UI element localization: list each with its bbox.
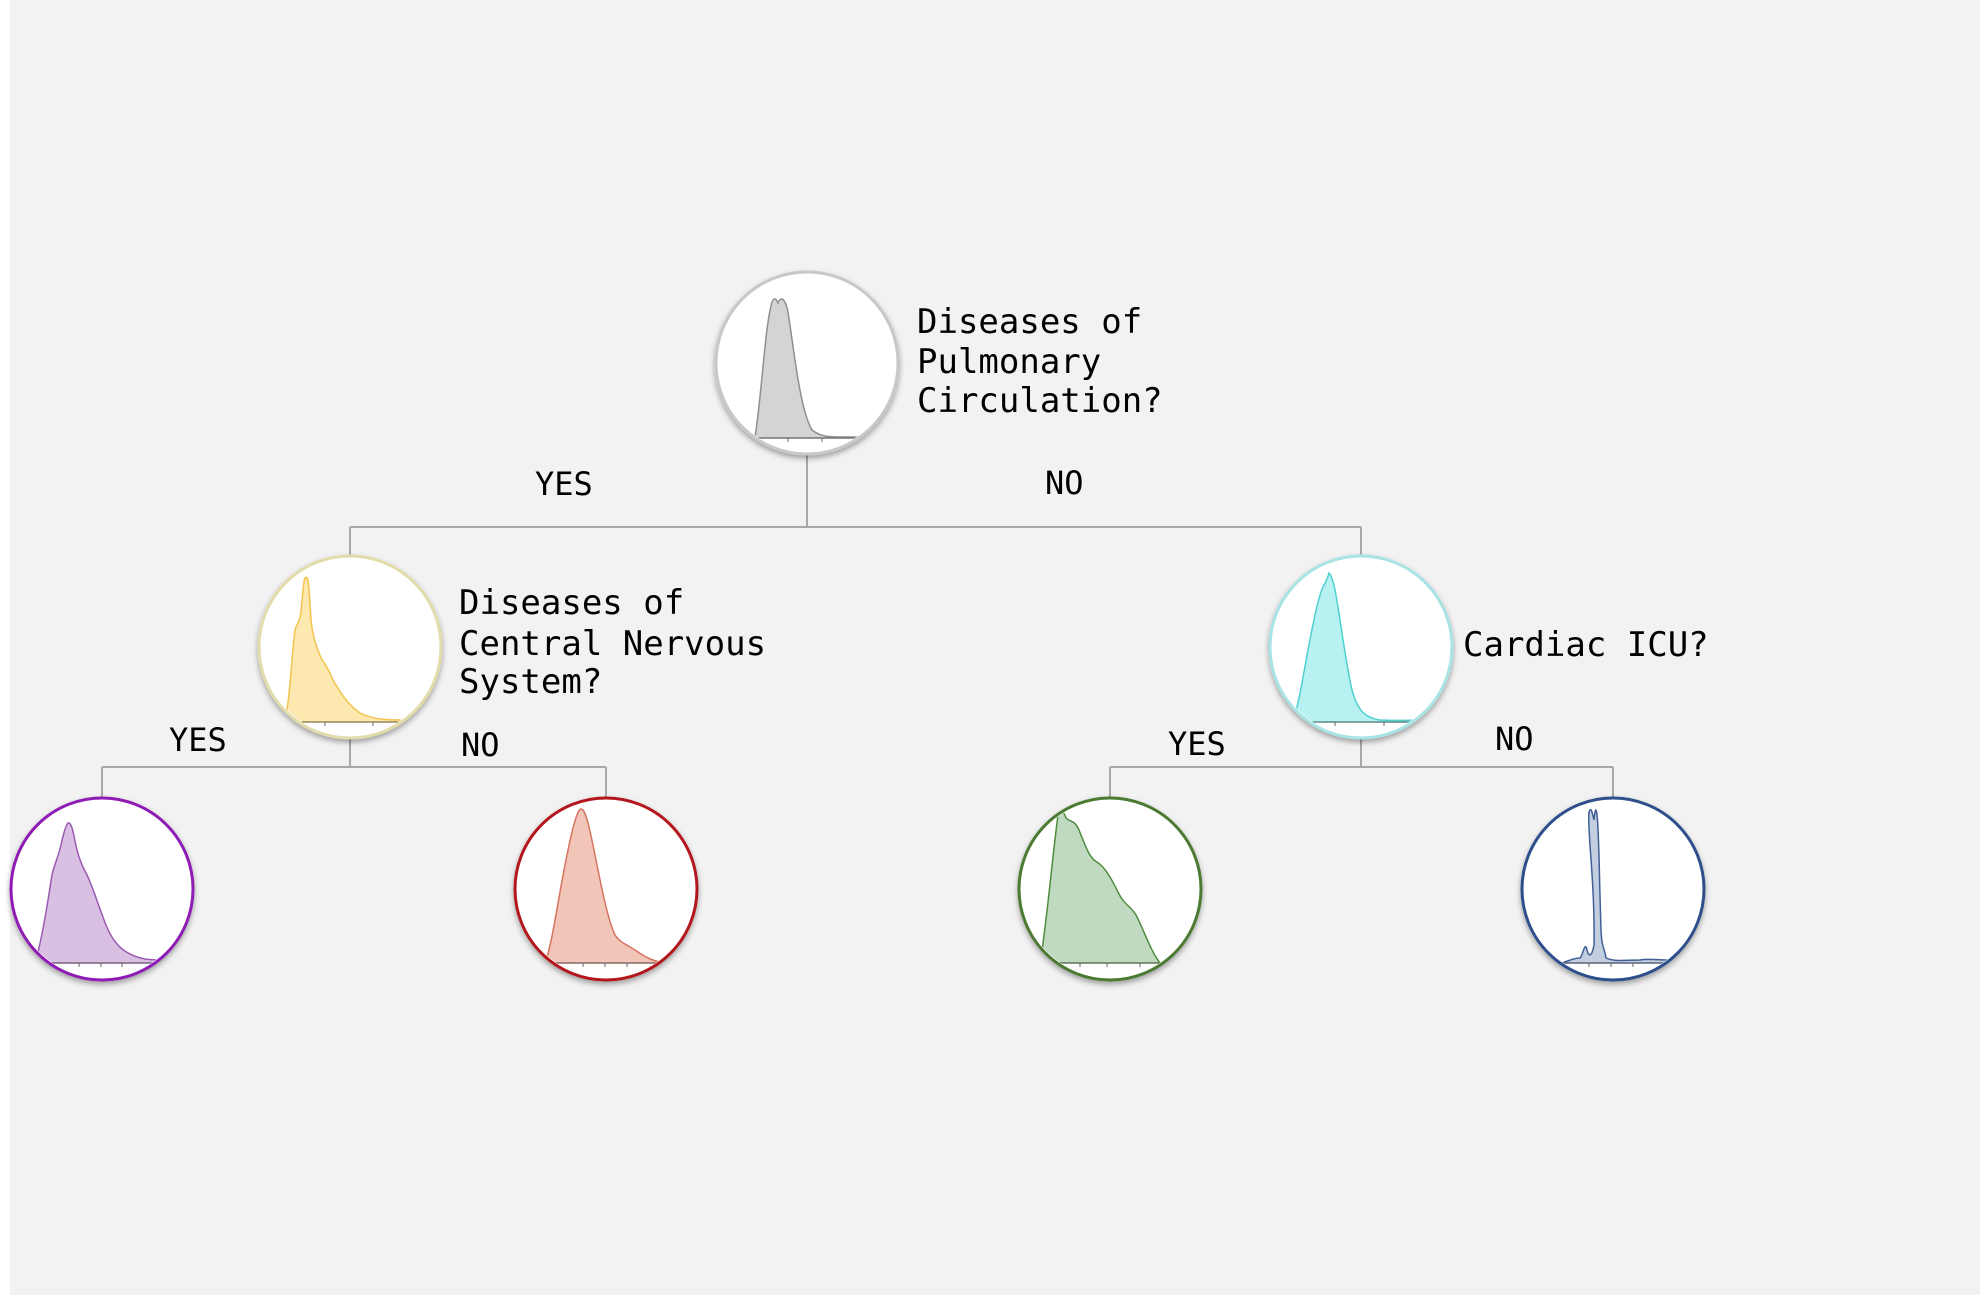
right-node[interactable]: Cardiac ICU? xyxy=(1268,554,1709,740)
left-question-line-1: Diseases of xyxy=(459,583,684,623)
right-yes-label: YES xyxy=(1168,725,1226,763)
leaf-node-blue[interactable] xyxy=(1520,796,1706,982)
left-question-line-2: Central Nervous xyxy=(459,624,766,664)
root-node[interactable]: Diseases of Pulmonary Circulation? xyxy=(714,270,1163,456)
root-distribution-plot xyxy=(748,298,870,442)
root-question-line-2: Pulmonary xyxy=(917,342,1101,382)
left-question-line-3: System? xyxy=(459,662,602,702)
leaf-green-density-curve xyxy=(1039,810,1162,964)
root-density-curve xyxy=(754,298,861,439)
left-no-label: NO xyxy=(461,726,500,764)
connector-left-to-leaves xyxy=(101,736,607,800)
root-no-label: NO xyxy=(1045,464,1084,502)
leaf-red-density-curve xyxy=(543,808,671,964)
left-node[interactable]: Diseases of Central Nervous System? xyxy=(257,554,766,740)
leaf-blue-circle xyxy=(1520,796,1706,982)
right-density-curve xyxy=(1290,571,1431,723)
left-yes-label: YES xyxy=(169,721,227,759)
connector-root-to-children xyxy=(349,452,1362,558)
right-no-label: NO xyxy=(1495,720,1534,758)
tree-connectors xyxy=(101,452,1614,800)
left-density-curve xyxy=(284,576,401,723)
leaf-blue-density-curve xyxy=(1561,808,1681,964)
root-question-line-1: Diseases of xyxy=(917,302,1142,342)
connector-right-to-leaves xyxy=(1109,736,1614,800)
root-yes-label: YES xyxy=(535,465,593,503)
leaf-purple-density-curve xyxy=(33,822,181,964)
root-question-line-3: Circulation? xyxy=(917,381,1163,421)
leaf-green-distribution-plot xyxy=(1030,810,1190,967)
leaf-node-green[interactable] xyxy=(1017,796,1203,982)
leaf-node-purple[interactable] xyxy=(9,796,195,982)
right-question-line-1: Cardiac ICU? xyxy=(1463,625,1709,665)
leaf-node-red[interactable] xyxy=(513,796,699,982)
